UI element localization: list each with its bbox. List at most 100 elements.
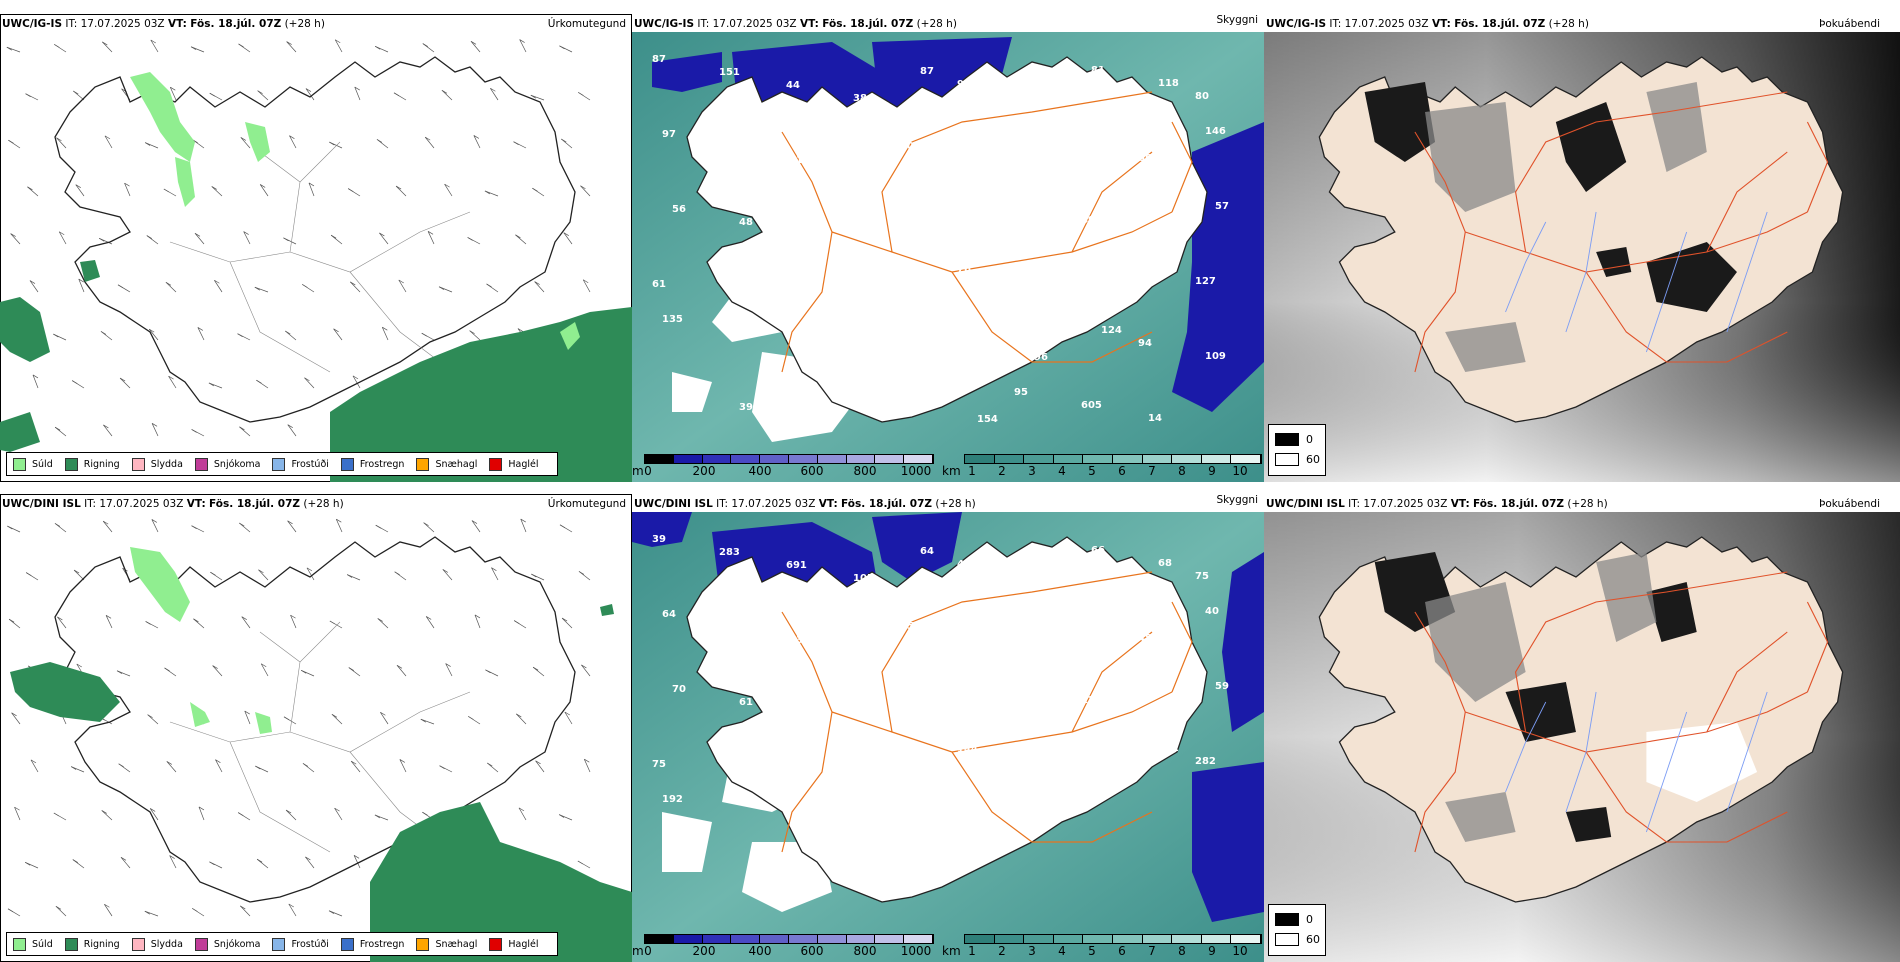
wind-barb-flag xyxy=(376,139,383,143)
cloud-base-label: 44 xyxy=(957,559,971,570)
cloud-base-label: 124 xyxy=(1101,325,1122,336)
cloud-base-label: 192 xyxy=(662,794,683,805)
it-value: 17.07.2025 03Z xyxy=(1363,498,1448,510)
wind-barb-flag xyxy=(396,664,403,669)
wind-barb-flag xyxy=(564,711,570,716)
wind-barb xyxy=(215,759,223,773)
wind-barb-flag xyxy=(561,617,568,622)
tick: 3 xyxy=(1028,464,1036,478)
cloud-base-label: 38 xyxy=(853,93,867,104)
iceland-outline xyxy=(686,56,1208,423)
visibility-map[interactable]: 39 283 691 105 64 44 31 66 68 75 64 59 35 48 157 59 73 47… xyxy=(632,512,1264,962)
wind-barb xyxy=(490,88,499,101)
wind-barb-flag xyxy=(102,41,108,46)
wind-barb xyxy=(518,807,527,821)
wind-barb xyxy=(334,39,343,53)
wind-barb-flag xyxy=(290,614,296,619)
wind-barb xyxy=(124,182,131,197)
drizzle-area-nw xyxy=(130,547,190,622)
wind-barb-flag xyxy=(473,135,480,139)
wind-barb xyxy=(396,665,407,677)
fog-low-label: 0 xyxy=(1306,913,1313,926)
model-name: UWC/DINI ISL xyxy=(2,498,81,510)
visibility-colorbar: km 1 2 3 4 5 6 7 8 9 10 xyxy=(942,454,1262,480)
wind-barb xyxy=(289,135,297,149)
wind-barb-flag xyxy=(104,903,110,908)
wind-barb xyxy=(55,906,67,917)
cloud-base-label: 61 xyxy=(739,697,753,708)
wind-barb-flag xyxy=(150,39,156,44)
wind-barb xyxy=(535,760,545,773)
lead-time: (+28 h) xyxy=(1567,498,1608,510)
cloud-base-label: 56 xyxy=(672,204,686,215)
tick: 600 xyxy=(800,944,824,958)
cloud-base-label: 59 xyxy=(729,622,743,633)
fog-high-swatch xyxy=(1275,453,1299,466)
wind-barb xyxy=(78,278,85,293)
low-cloud-ne xyxy=(632,512,692,547)
cloud-base-label: 96 xyxy=(1034,352,1048,363)
visibility-map-svg: 8715144388790908111880971181029103862586… xyxy=(632,32,1264,482)
visibility-panel: UWC/IG-IS IT: 17.07.2025 03Z VT: Fös. 18… xyxy=(632,14,1264,482)
wind-barb xyxy=(534,281,545,293)
wind-barb-flag xyxy=(256,379,262,384)
cloud-base-label: 105 xyxy=(853,573,874,584)
wind-barb xyxy=(197,327,205,341)
cloud-base-label: 14 xyxy=(1148,413,1162,424)
wind-barb-flag xyxy=(25,862,31,866)
wind-barb xyxy=(239,522,251,533)
roads-network xyxy=(1414,91,1829,373)
legend-label: Súld xyxy=(32,938,53,950)
wind-barb-flag xyxy=(76,663,82,668)
tick: 4 xyxy=(1058,464,1066,478)
wind-barb-flag xyxy=(395,185,402,190)
wind-barb-flag xyxy=(27,186,33,191)
wind-barb-flag xyxy=(577,860,584,865)
wind-barb-flag xyxy=(215,759,221,763)
cloud-base-label: 691 xyxy=(786,560,807,571)
wind-barb-flag xyxy=(8,618,15,623)
wind-barb xyxy=(6,46,21,53)
cloud-base-label: 66 xyxy=(910,401,924,412)
drizzle-area-north xyxy=(255,712,272,734)
cloud-base-label: 59 xyxy=(967,634,981,645)
wind-barb-flag xyxy=(304,377,310,382)
wind-barb-flag xyxy=(212,665,218,669)
legend-item: Snæhagl xyxy=(416,937,477,951)
precip-map[interactable] xyxy=(0,512,632,962)
wind-barb xyxy=(441,90,453,101)
wind-barb-flag xyxy=(438,286,445,291)
wind-barb-flag xyxy=(283,716,290,721)
wind-barb xyxy=(381,327,389,341)
fog-map[interactable] xyxy=(1264,32,1900,482)
wind-barb-flag xyxy=(164,667,170,672)
wind-barb xyxy=(198,806,205,821)
cloud-base-label: 80 xyxy=(1195,91,1209,102)
wind-barb xyxy=(352,375,361,389)
precip-map[interactable] xyxy=(0,32,632,482)
panel-title: Skyggni xyxy=(1216,14,1259,26)
wind-barb-flag xyxy=(73,569,80,574)
wind-barb-flag xyxy=(420,718,427,723)
wind-barb-flag xyxy=(351,760,357,765)
fog-legend: 0 60 xyxy=(1268,424,1326,476)
visibility-map[interactable]: 87 151 44 38 87 90 90 81 118 80 97 118 10 29 10 38 62 58 6… xyxy=(632,32,1264,482)
vt-value: Fös. 18.júl. 07Z xyxy=(190,18,282,30)
cloud-base-label: 87 xyxy=(652,54,666,65)
wind-barb xyxy=(582,279,591,293)
hail-swatch xyxy=(489,457,503,471)
cloud-base-label: 57 xyxy=(1215,201,1229,212)
wind-barb-flag xyxy=(209,92,215,97)
wind-barb-flag xyxy=(308,182,315,187)
legend-label: Frostregn xyxy=(359,458,405,470)
wind-barb-flag xyxy=(104,135,111,140)
wind-barb-flag xyxy=(244,710,250,715)
wind-barb-flag xyxy=(519,39,525,43)
wind-barb xyxy=(380,712,389,725)
cloud-base-label: 151 xyxy=(719,67,740,78)
rain-patch-east xyxy=(600,604,614,616)
fog-legend-row: 60 xyxy=(1275,933,1320,946)
fog-dark-areas xyxy=(1364,82,1737,312)
fog-map[interactable] xyxy=(1264,512,1900,962)
wind-barb-flag xyxy=(333,328,339,333)
